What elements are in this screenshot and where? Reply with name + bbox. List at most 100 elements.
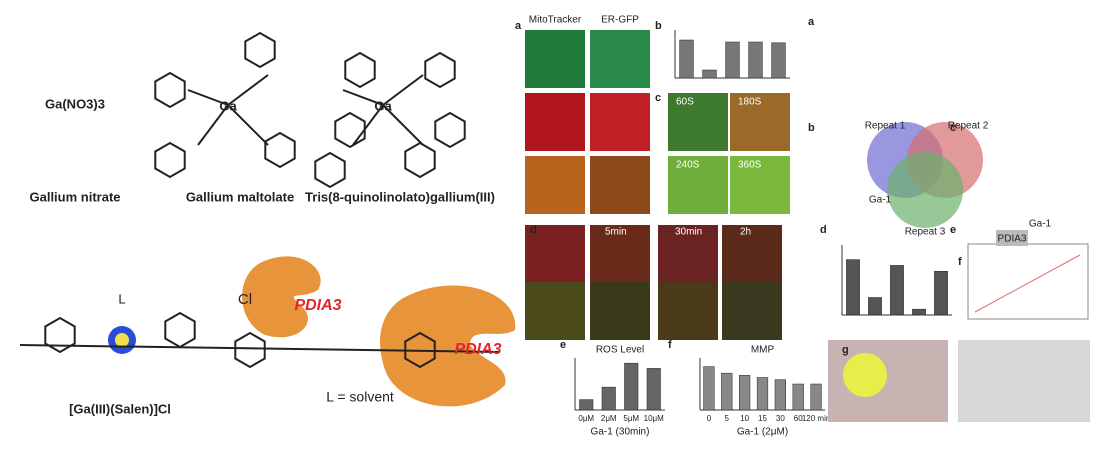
panel-letter: b bbox=[655, 20, 662, 32]
bond bbox=[197, 104, 229, 146]
ring bbox=[154, 141, 186, 179]
venn-label: Repeat 1 bbox=[865, 121, 906, 132]
ring bbox=[264, 131, 296, 169]
venn-circle bbox=[887, 152, 963, 228]
x-tick-label: 5μM bbox=[623, 414, 639, 423]
panel-letter: a bbox=[808, 16, 815, 28]
micrograph bbox=[590, 93, 650, 151]
blot-label: PDIA3 bbox=[998, 234, 1027, 245]
bar bbox=[646, 368, 661, 411]
ring bbox=[244, 31, 276, 69]
time-label: 60S bbox=[676, 97, 694, 108]
panel-letter: e bbox=[950, 224, 956, 236]
curve bbox=[974, 254, 1081, 313]
micrograph bbox=[590, 225, 650, 283]
bar bbox=[771, 42, 786, 79]
micrograph bbox=[590, 156, 650, 214]
panel-letter: f bbox=[958, 256, 962, 268]
blot-band bbox=[996, 230, 1028, 246]
ring bbox=[234, 331, 266, 369]
panel-letter: f bbox=[668, 339, 672, 351]
ring bbox=[424, 51, 456, 89]
x-tick-label: 60 bbox=[794, 414, 803, 423]
ring bbox=[344, 51, 376, 89]
right-panel: Repeat 1 Repeat 2 Repeat 3 Ga-1 Ga-1 PDI… bbox=[808, 16, 1090, 422]
micrograph bbox=[525, 30, 585, 88]
time-label: 240S bbox=[676, 160, 700, 171]
panel-letter: c bbox=[655, 92, 661, 104]
blot-label: Ga-1 bbox=[1029, 219, 1052, 230]
docking-image bbox=[958, 340, 1090, 422]
x-tick-label: 10μM bbox=[644, 414, 665, 423]
bar bbox=[702, 69, 717, 79]
ring bbox=[44, 316, 76, 354]
column-label: ER-GFP bbox=[601, 15, 639, 26]
x-tick-label: 15 bbox=[758, 414, 767, 423]
middle-panel: a b c d e f MitoTracker ER-GFP 60S 180S 240S 360S 5m… bbox=[515, 15, 830, 438]
micrograph bbox=[658, 282, 718, 340]
panel-letter: d bbox=[530, 224, 537, 236]
column-label: MitoTracker bbox=[529, 15, 582, 26]
x-tick-label: 10 bbox=[740, 414, 749, 423]
protein-label: PDIA3 bbox=[294, 297, 341, 314]
ring bbox=[334, 111, 366, 149]
ring bbox=[164, 311, 196, 349]
bar bbox=[601, 386, 616, 411]
bar bbox=[810, 383, 822, 411]
panel-letter: g bbox=[842, 344, 849, 356]
ring bbox=[314, 151, 346, 189]
ring bbox=[404, 141, 436, 179]
bond bbox=[19, 344, 501, 353]
venn-label: Repeat 3 bbox=[905, 227, 946, 238]
bar bbox=[846, 259, 860, 316]
micrograph bbox=[668, 156, 728, 214]
chart-title: ROS Level bbox=[596, 345, 644, 356]
ligand-note: L = solvent bbox=[326, 389, 394, 405]
micrograph bbox=[730, 156, 790, 214]
bond bbox=[352, 104, 384, 146]
ring bbox=[404, 331, 436, 369]
x-tick-label: 30 bbox=[776, 414, 785, 423]
bar bbox=[868, 297, 882, 316]
venn-label: Repeat 2 bbox=[948, 121, 989, 132]
micrograph bbox=[722, 282, 782, 340]
panel-letter: c bbox=[950, 122, 956, 134]
bond bbox=[342, 89, 384, 106]
bar bbox=[774, 379, 786, 411]
compound-label: Ga-1 bbox=[869, 195, 892, 206]
bar bbox=[739, 375, 751, 411]
bar bbox=[624, 362, 639, 411]
micrograph bbox=[590, 282, 650, 340]
bar bbox=[579, 399, 594, 411]
x-tick-label: 120 min bbox=[802, 414, 830, 423]
x-tick-label: 0 bbox=[707, 414, 712, 423]
bar bbox=[721, 372, 733, 411]
counterion: Cl bbox=[238, 291, 252, 308]
micrograph bbox=[658, 225, 718, 283]
plot-frame bbox=[967, 243, 1089, 320]
reagent: Ga(NO3)3 bbox=[45, 96, 105, 111]
compound-name: Gallium maltolate bbox=[186, 189, 294, 204]
bar bbox=[756, 377, 769, 411]
x-tick-label: 2μM bbox=[601, 414, 617, 423]
bar bbox=[679, 39, 694, 79]
micrograph bbox=[525, 225, 585, 283]
time-label: 30min bbox=[675, 227, 702, 238]
micrograph bbox=[730, 93, 790, 151]
bond bbox=[227, 104, 269, 146]
bar bbox=[725, 41, 740, 79]
ring bbox=[154, 71, 186, 109]
time-label: 5min bbox=[605, 227, 627, 238]
panel-letter: b bbox=[808, 122, 815, 134]
panel-letter: d bbox=[820, 224, 827, 236]
x-tick-label: 5 bbox=[725, 414, 730, 423]
chart-title: MMP bbox=[751, 345, 775, 356]
group-label: Ga-1 (2μM) bbox=[737, 427, 788, 438]
compound-name: Tris(8-quinolinolato)gallium(III) bbox=[305, 189, 495, 204]
compound-name: Gallium nitrate bbox=[29, 189, 120, 204]
bond bbox=[187, 89, 229, 106]
micrograph bbox=[525, 93, 585, 151]
group-label: Ga-1 (30min) bbox=[591, 427, 650, 438]
bar bbox=[748, 41, 763, 79]
